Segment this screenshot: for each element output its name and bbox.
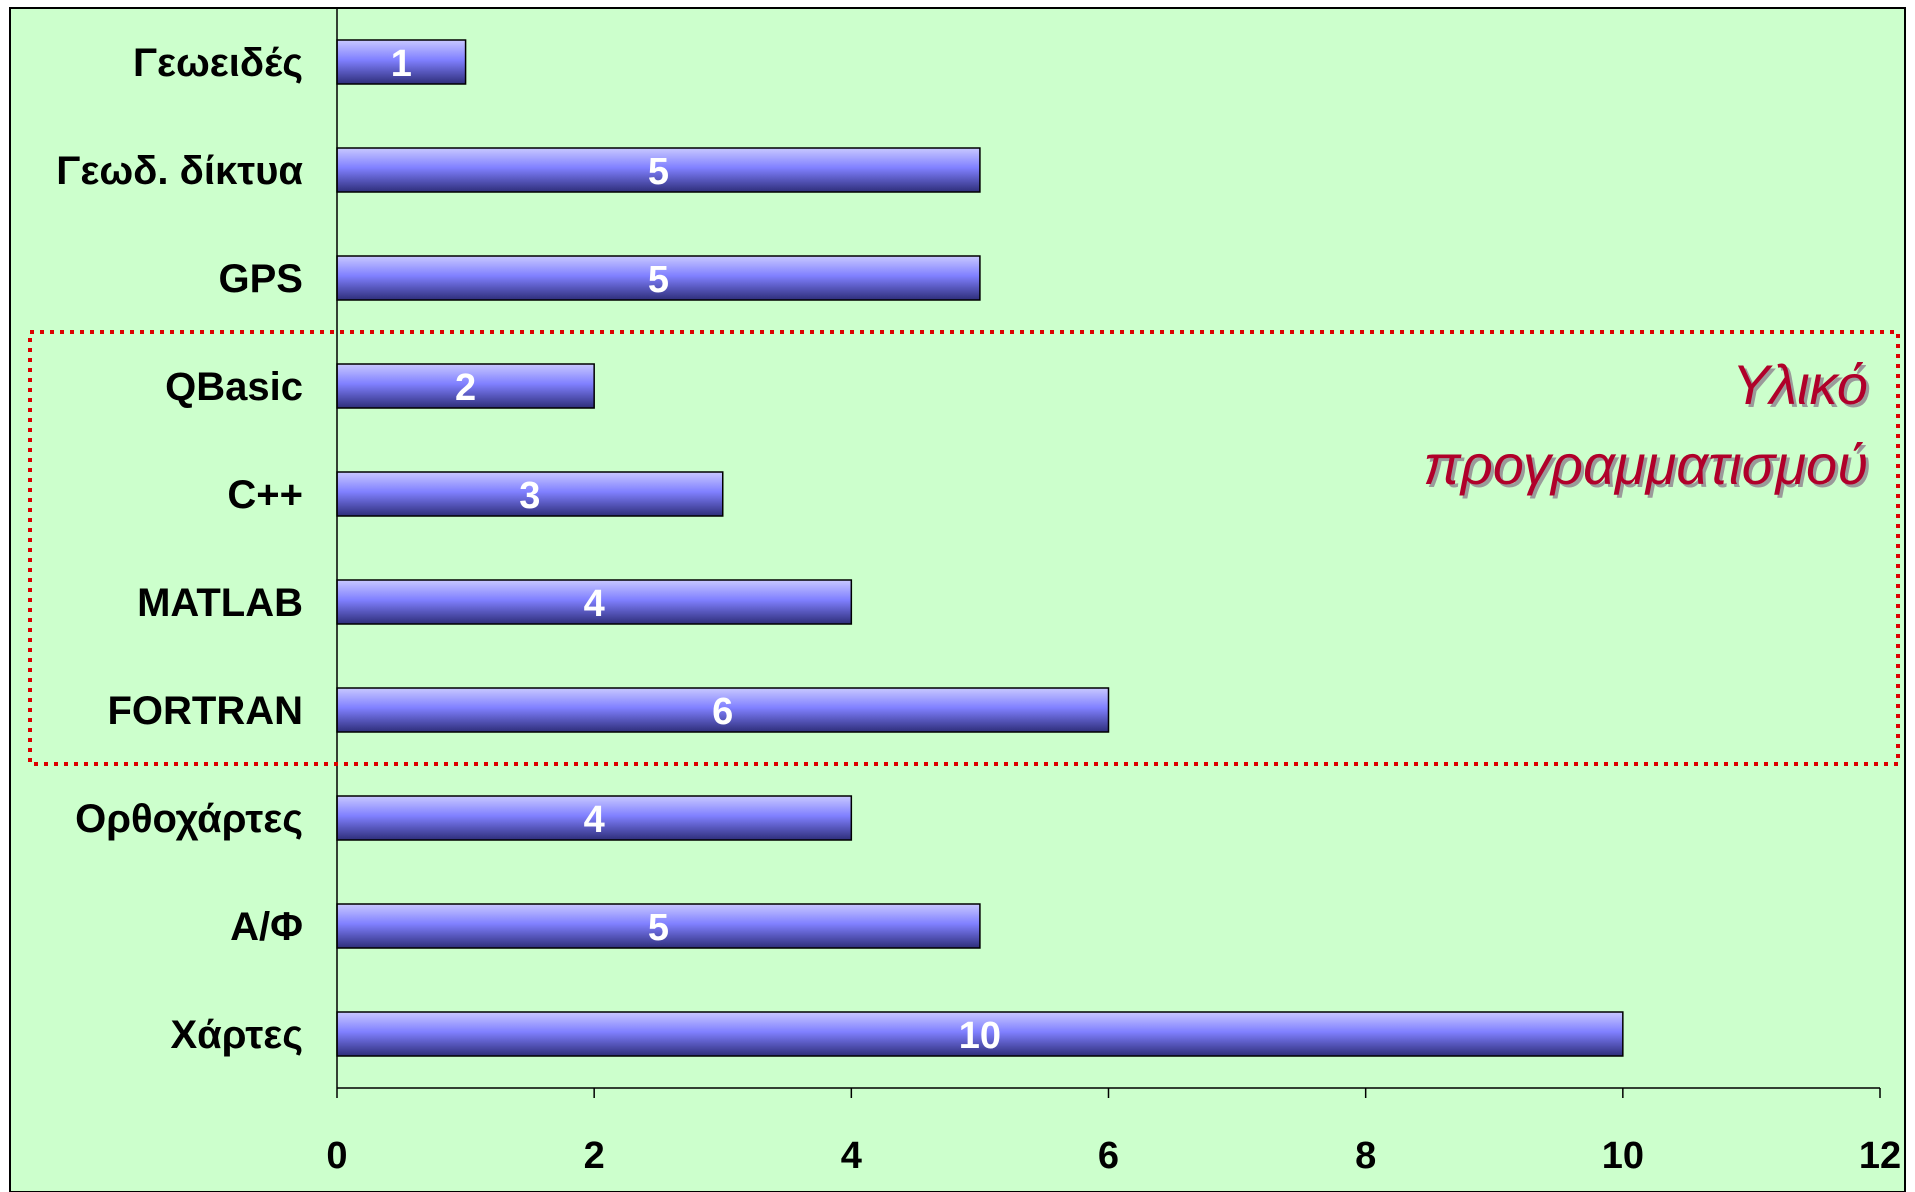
data-label: 5 <box>648 907 669 949</box>
data-label: 2 <box>455 367 476 409</box>
x-axis: 0 2 4 6 8 10 12 <box>326 8 1901 1177</box>
data-label: 3 <box>519 475 540 517</box>
bars-layer: 1 5 5 2 3 4 6 4 5 10 <box>336 39 1624 1057</box>
bar <box>336 1011 1624 1057</box>
bar <box>336 903 981 949</box>
bar <box>336 795 853 841</box>
annotation-text-shadow: προγραμματισμού <box>1426 436 1871 499</box>
annotation-text-shadow: Υλικό <box>1735 356 1871 419</box>
category-label: QBasic <box>165 365 303 409</box>
category-label: Χάρτες <box>170 1013 303 1057</box>
x-tick-label: 0 <box>326 1135 347 1177</box>
category-label: GPS <box>219 257 303 301</box>
category-label: C++ <box>227 473 303 517</box>
x-tick-label: 2 <box>584 1135 605 1177</box>
annotation-text: προγραμματισμού <box>1423 433 1868 496</box>
plot-background <box>9 7 1906 1192</box>
data-label: 10 <box>959 1015 1001 1057</box>
data-label: 6 <box>712 691 733 733</box>
bar <box>336 147 981 193</box>
bar <box>336 471 724 517</box>
annotation-box <box>28 330 1900 766</box>
category-label: Γεωειδές <box>133 41 303 85</box>
category-label: FORTRAN <box>107 689 303 733</box>
bar <box>336 363 595 409</box>
data-label: 4 <box>584 799 605 841</box>
category-labels: Γεωειδές Γεωδ. δίκτυα GPS QBasic C++ MATLAB FO… <box>56 41 303 1057</box>
x-tick-label: 4 <box>841 1135 862 1177</box>
bar <box>336 579 853 625</box>
x-tick-label: 12 <box>1859 1135 1901 1177</box>
category-label: Α/Φ <box>230 905 303 949</box>
bar <box>336 255 981 301</box>
annotation-text: Υλικό <box>1732 353 1868 416</box>
category-label: Ορθοχάρτες <box>75 797 303 841</box>
bar <box>336 39 467 85</box>
x-tick-label: 8 <box>1355 1135 1376 1177</box>
x-tick-label: 10 <box>1602 1135 1644 1177</box>
data-label: 5 <box>648 259 669 301</box>
data-label: 4 <box>584 583 605 625</box>
x-tick-label: 6 <box>1098 1135 1119 1177</box>
category-label: MATLAB <box>137 581 303 625</box>
data-label: 1 <box>391 43 412 85</box>
data-label: 5 <box>648 151 669 193</box>
bar <box>336 687 1110 733</box>
category-label: Γεωδ. δίκτυα <box>56 149 303 193</box>
